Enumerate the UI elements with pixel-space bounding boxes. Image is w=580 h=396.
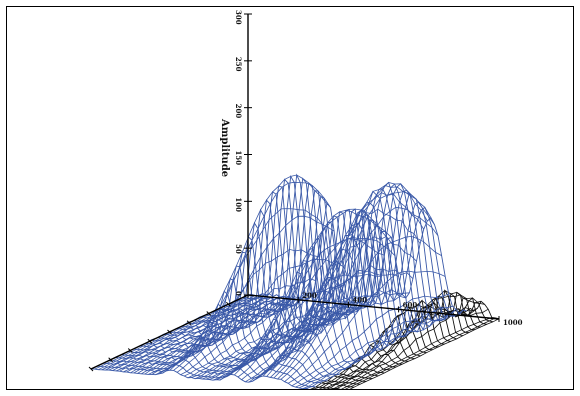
mesh-line: [335, 308, 489, 389]
mesh-line: [344, 317, 496, 389]
z-axis-label: Amplitude: [219, 118, 230, 177]
mesh-line: [133, 297, 292, 374]
mesh-line: [112, 293, 270, 371]
chart-frame: 0 50 100 150 200 250 300 200 400 600 1000 Amplitud…: [6, 6, 574, 390]
mesh-line: [259, 235, 417, 378]
mesh-line: [376, 340, 409, 362]
mesh-line: [460, 302, 494, 323]
mesh-line: [345, 367, 379, 377]
mesh-line: [126, 295, 284, 373]
mesh-line: [333, 375, 367, 382]
mesh-line: [137, 298, 295, 374]
mesh-line: [241, 270, 399, 381]
mesh-line: [209, 301, 367, 380]
mesh-line: [90, 368, 310, 389]
mesh-line: [364, 354, 397, 368]
mesh-line: [305, 309, 464, 389]
depth-tick: [147, 338, 153, 344]
x-tick-label: 600: [403, 300, 418, 309]
mesh-line: [198, 302, 356, 379]
mesh-line: [237, 236, 396, 378]
z-tick-label: 200: [234, 104, 243, 119]
depth-tick: [167, 329, 172, 335]
mesh-line: [273, 182, 432, 379]
x-tick-label: 200: [302, 291, 317, 300]
z-tick-label: 250: [234, 57, 243, 72]
mesh-line: [252, 289, 410, 382]
depth-tick: [108, 357, 113, 363]
depth-tick: [186, 320, 192, 326]
z-tick-label: 50: [234, 244, 243, 254]
z-tick-label: 300: [234, 10, 243, 25]
depth-tick: [127, 348, 133, 353]
mesh-line: [327, 380, 361, 385]
mesh-line: [351, 365, 385, 374]
mesh-line: [302, 313, 460, 389]
mesh-line: [119, 294, 277, 372]
z-tick-label: 150: [234, 151, 243, 166]
axes: 0 50 100 150 200 250 300 200 400 600 1000: [88, 10, 523, 372]
mesh-line: [144, 299, 302, 375]
mesh-line: [158, 278, 317, 375]
mesh-line: [466, 300, 500, 320]
mesh-line: [315, 386, 341, 389]
mesh-line: [162, 248, 320, 374]
mesh-line: [173, 181, 331, 371]
z-tick-label: 100: [234, 197, 243, 212]
x-tick-label: 1000: [503, 318, 523, 327]
mesh-line: [349, 318, 500, 389]
surface-mesh-front: [90, 173, 467, 389]
mesh-line: [341, 317, 492, 389]
depth-tick: [88, 366, 94, 372]
depth-tick: [226, 301, 231, 307]
mesh-line: [180, 258, 338, 376]
mesh-line: [287, 270, 446, 384]
mesh-line: [331, 294, 485, 389]
mesh-line: [430, 289, 463, 337]
mesh-line: [394, 314, 427, 354]
mesh-line: [321, 382, 355, 388]
z-tick-label: 0: [234, 291, 243, 296]
mesh-line: [244, 292, 403, 383]
mesh-line: [155, 294, 313, 376]
mesh-line: [284, 235, 442, 383]
mesh-line: [94, 294, 252, 370]
mesh-line: [266, 192, 425, 377]
mesh-line: [298, 308, 457, 389]
mesh-line: [141, 298, 299, 375]
depth-tick: [206, 311, 212, 316]
x-tick-label: 400: [352, 296, 367, 305]
surface-plot: 0 50 100 150 200 250 300 200 400 600 1000 Amplitud…: [88, 10, 523, 389]
mesh-line: [280, 206, 439, 380]
mesh-line: [270, 185, 428, 378]
mesh-line: [277, 191, 435, 380]
x-axis-line: [247, 294, 500, 320]
mesh-line: [291, 293, 449, 387]
mesh-line: [130, 297, 288, 374]
mesh-line: [176, 215, 335, 373]
mesh-line: [248, 295, 406, 383]
mesh-line: [227, 238, 385, 377]
mesh-line: [115, 296, 274, 372]
mesh-line: [357, 358, 391, 371]
mesh-line: [295, 305, 453, 388]
mesh-line: [454, 297, 487, 325]
